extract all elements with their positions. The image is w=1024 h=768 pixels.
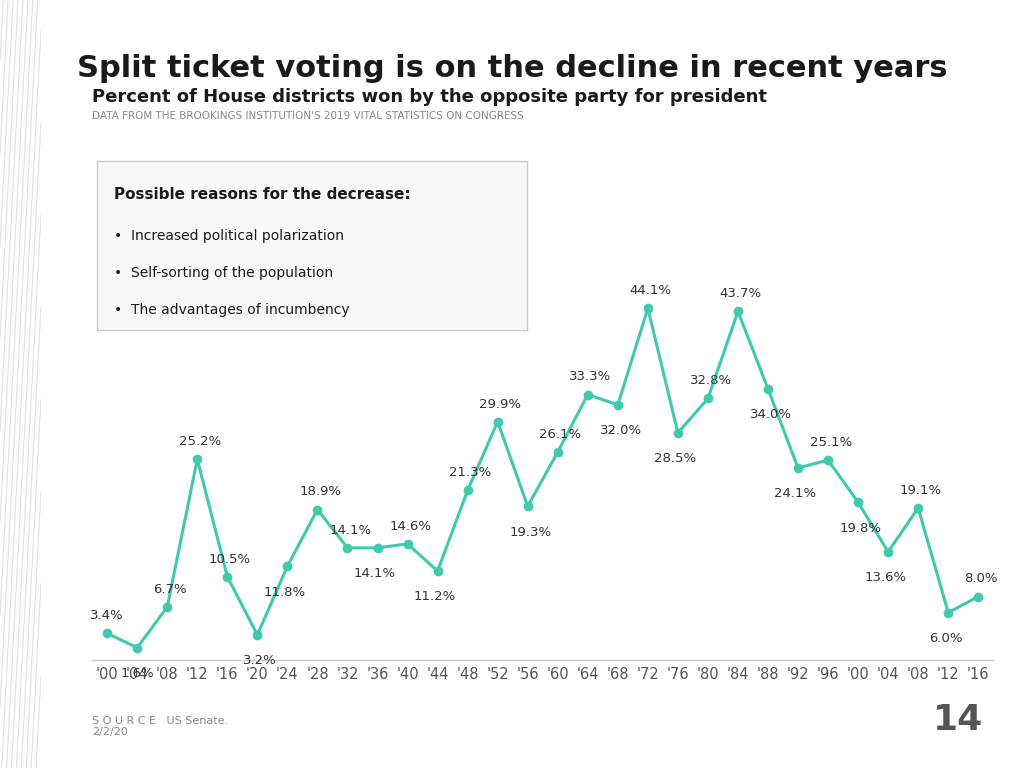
- Text: 3.4%: 3.4%: [90, 609, 124, 622]
- Text: 32.0%: 32.0%: [599, 425, 642, 437]
- Text: 1.6%: 1.6%: [121, 667, 154, 680]
- Text: 44.1%: 44.1%: [630, 284, 672, 297]
- Text: 28.5%: 28.5%: [654, 452, 696, 465]
- Text: 18.9%: 18.9%: [299, 485, 341, 498]
- Text: 32.8%: 32.8%: [689, 374, 732, 387]
- Text: 6.0%: 6.0%: [929, 632, 963, 645]
- Text: •  Self-sorting of the population: • Self-sorting of the population: [115, 266, 334, 280]
- Text: 13.6%: 13.6%: [864, 571, 906, 584]
- Text: 25.1%: 25.1%: [810, 436, 852, 449]
- Text: 24.1%: 24.1%: [774, 488, 816, 501]
- Text: 3.2%: 3.2%: [244, 654, 278, 667]
- Text: 14.1%: 14.1%: [353, 568, 396, 581]
- Text: DATA FROM THE BROOKINGS INSTITUTION'S 2019 VITAL STATISTICS ON CONGRESS: DATA FROM THE BROOKINGS INSTITUTION'S 20…: [92, 111, 524, 121]
- Text: •  The advantages of incumbency: • The advantages of incumbency: [115, 303, 350, 317]
- Text: •  Increased political polarization: • Increased political polarization: [115, 229, 344, 243]
- Text: 43.7%: 43.7%: [720, 287, 762, 300]
- Text: 19.1%: 19.1%: [900, 484, 942, 497]
- Text: 34.0%: 34.0%: [750, 409, 792, 422]
- Text: 26.1%: 26.1%: [540, 428, 582, 441]
- Text: 8.0%: 8.0%: [965, 572, 997, 585]
- Text: 21.3%: 21.3%: [450, 466, 492, 479]
- Text: 10.5%: 10.5%: [209, 552, 251, 565]
- Text: 33.3%: 33.3%: [569, 370, 611, 383]
- Text: 14.1%: 14.1%: [329, 524, 372, 537]
- Text: 29.9%: 29.9%: [479, 398, 521, 411]
- Text: 11.8%: 11.8%: [263, 586, 306, 599]
- Text: Split ticket voting is on the decline in recent years: Split ticket voting is on the decline in…: [77, 54, 947, 83]
- Text: 19.8%: 19.8%: [840, 521, 882, 535]
- Text: S O U R C E   US Senate.
2/2/20: S O U R C E US Senate. 2/2/20: [92, 716, 228, 737]
- Text: 6.7%: 6.7%: [154, 583, 186, 596]
- Text: Possible reasons for the decrease:: Possible reasons for the decrease:: [115, 187, 411, 202]
- Text: 19.3%: 19.3%: [509, 526, 552, 539]
- Text: 14: 14: [933, 703, 983, 737]
- Text: Percent of House districts won by the opposite party for president: Percent of House districts won by the op…: [92, 88, 767, 106]
- Text: 25.2%: 25.2%: [179, 435, 221, 448]
- Text: 14.6%: 14.6%: [389, 520, 431, 533]
- Text: 11.2%: 11.2%: [414, 591, 456, 604]
